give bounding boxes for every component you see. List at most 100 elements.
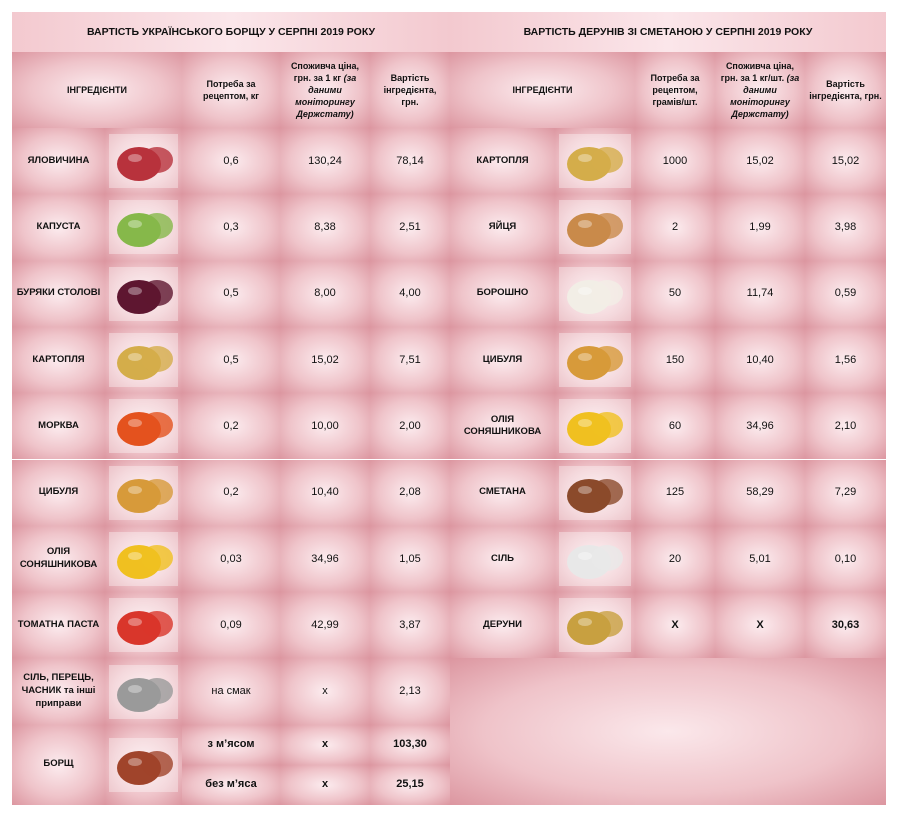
- price-value: 8,00: [280, 260, 370, 327]
- cost-value: 2,51: [370, 194, 450, 261]
- need-value: 0,5: [182, 260, 280, 327]
- cost-value: 4,00: [370, 260, 450, 327]
- need-value-text: 60: [668, 419, 682, 432]
- cost-value-text: 0,10: [834, 552, 857, 565]
- ingredient-image: [109, 134, 178, 189]
- price-value: х: [280, 658, 370, 725]
- need-value: 0,09: [182, 592, 280, 659]
- price-value-text: 8,38: [314, 221, 336, 234]
- cost-value-text: 2,13: [399, 685, 421, 698]
- price-value: 5,01: [715, 525, 805, 593]
- ingredient-image: [559, 465, 631, 520]
- price-value: 8,38: [280, 194, 370, 261]
- price-value: Х: [715, 592, 805, 659]
- table-title-text: ВАРТІСТЬ ДЕРУНІВ ЗІ СМЕТАНОЮ У СЕРПНІ 20…: [523, 25, 813, 38]
- ingredient-image: [559, 531, 631, 586]
- ingredient-cell: [555, 326, 635, 394]
- price-value-text: х: [322, 685, 328, 698]
- cost-value-text: 4,00: [399, 287, 421, 300]
- ingredient-cell: [105, 592, 182, 659]
- header-cell: ІНГРЕДІЄНТИ: [450, 52, 635, 128]
- cost-value: 2,00: [370, 393, 450, 460]
- ingredient-cell: [105, 393, 182, 460]
- cost-value-text: 2,00: [399, 419, 421, 432]
- ingredient-name-text: ЦИБУЛЯ: [482, 353, 523, 365]
- need-value: Х: [635, 592, 715, 659]
- header-cell: ІНГРЕДІЄНТИ: [12, 52, 182, 128]
- need-value-text: 125: [665, 486, 685, 499]
- ingredient-cell: [555, 592, 635, 659]
- need-value: 0,5: [182, 326, 280, 394]
- ingredient-name-text: СМЕТАНА: [479, 486, 526, 498]
- price-value-text: 58,29: [746, 486, 774, 499]
- ingredient-image: [109, 399, 178, 454]
- price-value-text: 11,74: [746, 287, 774, 300]
- price-value: 58,29: [715, 459, 805, 526]
- price-value-text: 8,00: [314, 287, 336, 300]
- price-value: х: [280, 764, 370, 805]
- header-cell: Вартість інгредієнта, грн.: [805, 52, 886, 128]
- header-cell: Потреба за рецептом, кг: [182, 52, 280, 128]
- cost-value: 25,15: [370, 764, 450, 805]
- cost-value: 1,56: [805, 326, 886, 394]
- ingredient-name: КАРТОПЛЯ: [450, 128, 555, 195]
- cost-value-text: 1,05: [399, 552, 421, 565]
- price-value-text: 34,96: [311, 552, 339, 565]
- cost-value-text: 3,98: [834, 221, 857, 234]
- ingredient-cell: [105, 724, 182, 805]
- header-cell-text: ІНГРЕДІЄНТИ: [512, 84, 573, 95]
- ingredient-name-text: БОРОШНО: [476, 287, 529, 299]
- ingredient-name: ОЛІЯ СОНЯШНИКОВА: [450, 393, 555, 460]
- header-cell-text: (за даними моніторингу Держстату): [730, 72, 800, 120]
- need-value-text: на смак: [211, 685, 251, 698]
- cost-value-text: 30,63: [831, 618, 860, 631]
- header-cell-text: Потреба за рецептом, кг: [202, 78, 260, 101]
- header-cell: Вартість інгредієнта, грн.: [370, 52, 450, 128]
- ingredient-image: [109, 333, 178, 388]
- cost-value: 30,63: [805, 592, 886, 659]
- ingredient-image: [109, 531, 178, 586]
- cost-value: 15,02: [805, 128, 886, 195]
- cost-value-text: 2,10: [834, 419, 857, 432]
- cost-value: 3,98: [805, 194, 886, 261]
- cost-value-text: 7,29: [834, 486, 857, 499]
- ingredient-name: БУРЯКИ СТОЛОВІ: [12, 260, 105, 327]
- cost-value: 0,59: [805, 260, 886, 327]
- cost-value: 7,29: [805, 459, 886, 526]
- ingredient-name: ТОМАТНА ПАСТА: [12, 592, 105, 659]
- need-value-text: 0,03: [220, 552, 242, 565]
- ingredient-cell: [105, 128, 182, 195]
- ingredient-cell: [555, 128, 635, 195]
- price-value-text: 130,24: [308, 154, 342, 167]
- ingredient-name-text: ОЛІЯ СОНЯШНИКОВА: [19, 546, 98, 570]
- ingredient-name-text: ЯЛОВИЧИНА: [27, 154, 90, 166]
- price-value-text: 10,00: [311, 419, 339, 432]
- price-value: 34,96: [715, 393, 805, 460]
- variant-label: без м’яса: [182, 764, 280, 805]
- ingredient-image: [109, 465, 178, 520]
- cost-value-text: 15,02: [831, 154, 860, 167]
- empty-area: [450, 658, 886, 805]
- need-value-text: 0,5: [223, 287, 239, 300]
- ingredient-name: СМЕТАНА: [450, 459, 555, 526]
- ingredient-cell: [105, 260, 182, 327]
- header-cell-text: Вартість інгредієнта, грн.: [809, 78, 882, 101]
- header-cell-text: ІНГРЕДІЄНТИ: [67, 84, 127, 95]
- need-value-text: 20: [668, 552, 682, 565]
- variant-label-text: з м’ясом: [207, 738, 255, 751]
- ingredient-name-text: ЯЙЦЯ: [488, 221, 517, 233]
- price-value-text: 5,01: [749, 552, 771, 565]
- header-cell-text: Потреба за рецептом, грамів/шт.: [650, 72, 700, 108]
- need-value: на смак: [182, 658, 280, 725]
- ingredient-name: КАПУСТА: [12, 194, 105, 261]
- variant-label-text: без м’яса: [205, 778, 257, 791]
- price-value: х: [280, 724, 370, 765]
- cost-value-text: 2,51: [399, 221, 421, 234]
- ingredient-name: МОРКВА: [12, 393, 105, 460]
- cost-value: 3,87: [370, 592, 450, 659]
- table-title-text: ВАРТІСТЬ УКРАЇНСЬКОГО БОРЩУ У СЕРПНІ 201…: [86, 25, 376, 38]
- variant-label: з м’ясом: [182, 724, 280, 765]
- need-value-text: Х: [671, 618, 679, 631]
- ingredient-cell: [555, 525, 635, 593]
- cost-value: 0,10: [805, 525, 886, 593]
